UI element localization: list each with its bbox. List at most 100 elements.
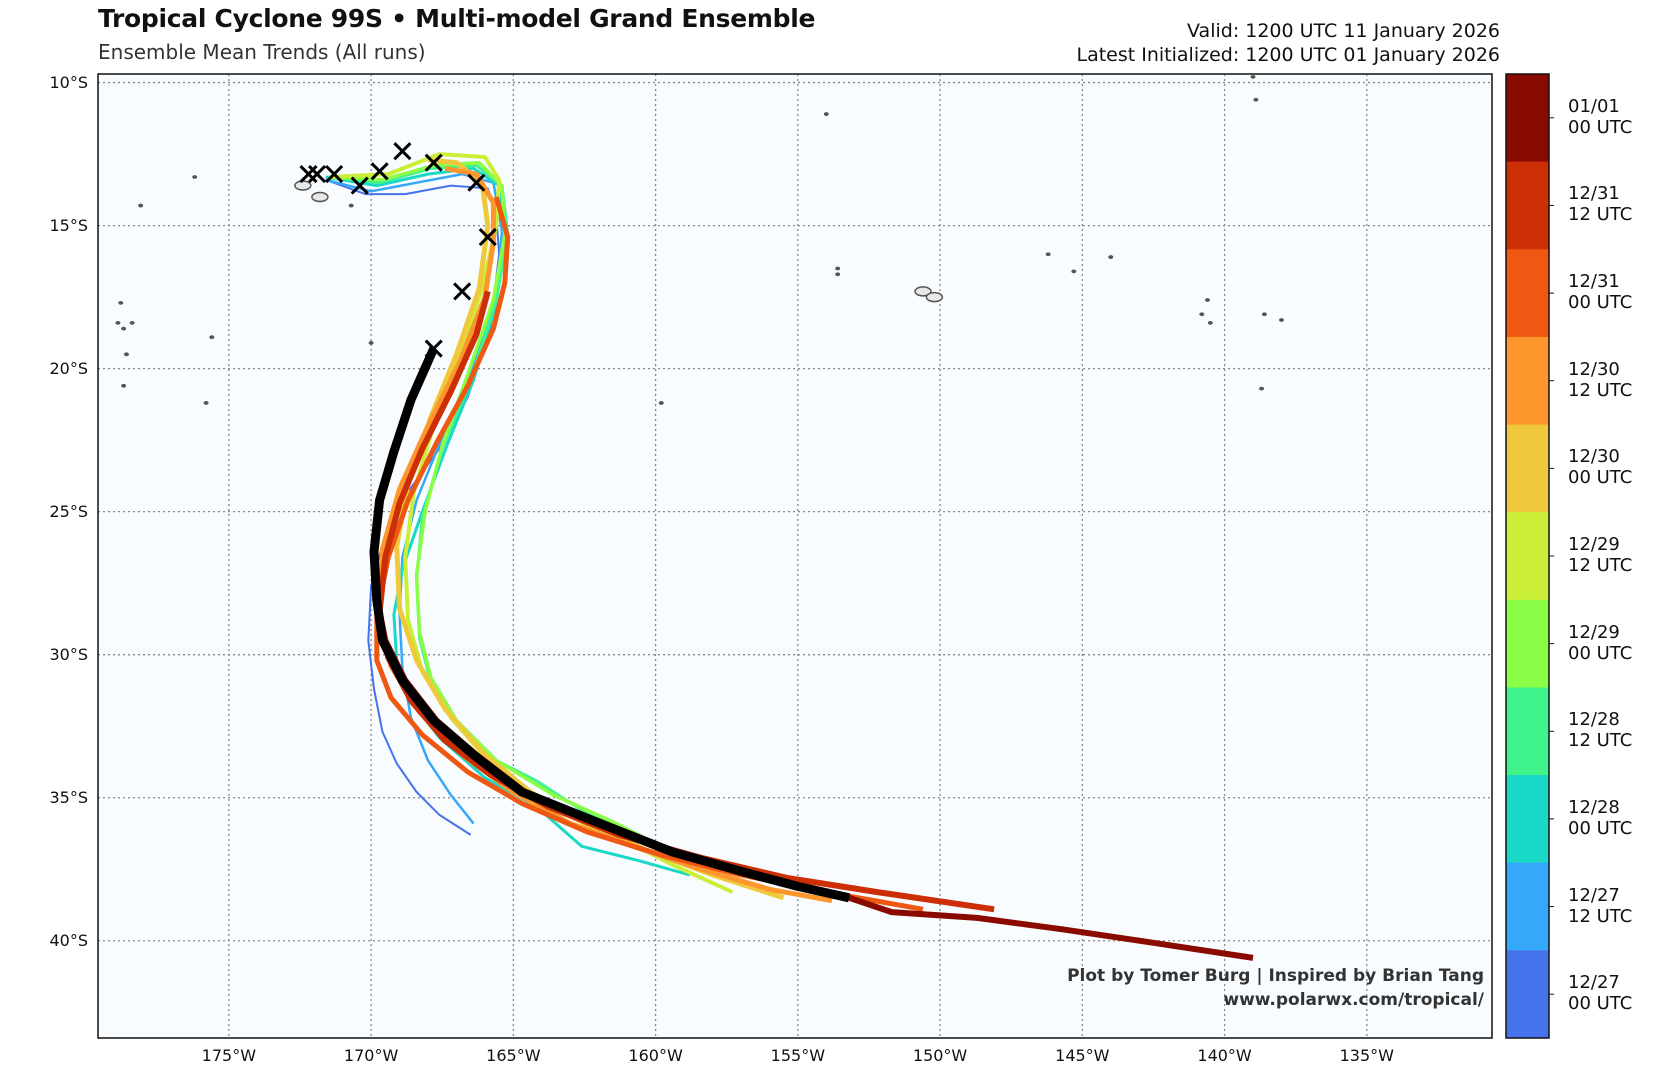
islet <box>115 320 121 325</box>
islands-layer <box>115 74 1284 405</box>
x-marker <box>453 282 472 301</box>
islet <box>835 272 841 277</box>
colorbar-label: 12/27 00 UTC <box>1568 972 1632 1014</box>
islet <box>121 383 127 388</box>
colorbar-label-date: 12/30 <box>1568 358 1620 380</box>
colorbar-label-date: 12/27 <box>1568 884 1620 906</box>
lon-tick-label: 135°W <box>1339 1046 1394 1065</box>
lat-tick-label: 35°S <box>49 787 88 807</box>
track-line <box>328 160 668 851</box>
islet <box>123 352 129 357</box>
colorbar-label-time: 12 UTC <box>1568 555 1633 576</box>
credit-url[interactable]: www.polarwx.com/tropical/ <box>1223 990 1484 1010</box>
islet <box>192 175 198 179</box>
colorbar-segment <box>1506 249 1549 338</box>
colorbar-label-date: 12/29 <box>1568 621 1620 643</box>
colorbar-label: 01/01 00 UTC <box>1568 96 1632 138</box>
colorbar-label: 12/30 12 UTC <box>1568 359 1632 401</box>
island <box>914 286 932 297</box>
island <box>311 191 329 203</box>
colorbar-label-time: 12 UTC <box>1568 730 1633 752</box>
islet <box>1199 312 1205 317</box>
markers-layer <box>299 142 497 358</box>
x-marker <box>350 176 369 195</box>
islet <box>835 266 841 271</box>
x-marker-stroke <box>478 227 497 247</box>
latest-initialized-time: Latest Initialized: 1200 UTC 01 January … <box>1076 44 1500 66</box>
lat-tick-label: 30°S <box>49 644 88 664</box>
colorbar-label: 12/28 12 UTC <box>1568 709 1632 751</box>
colorbar-label-time: 12 UTC <box>1568 379 1633 401</box>
islet <box>1259 386 1265 391</box>
lon-tick-label: 170°W <box>343 1046 399 1065</box>
colorbar-label: 12/31 00 UTC <box>1568 271 1632 313</box>
lon-tick-label: 150°W <box>912 1046 968 1065</box>
track-line <box>328 164 680 862</box>
colorbar-segment <box>1506 512 1549 601</box>
islet <box>138 203 144 208</box>
lon-tick-label: 160°W <box>628 1046 683 1065</box>
x-marker <box>393 142 412 161</box>
lon-tick-label: 145°W <box>1055 1046 1110 1065</box>
valid-time: Valid: 1200 UTC 11 January 2026 <box>1187 20 1500 42</box>
colorbar-label-time: 00 UTC <box>1568 467 1633 489</box>
x-marker-stroke <box>370 162 389 181</box>
lon-tick-label: 165°W <box>486 1046 541 1065</box>
islet <box>823 112 829 116</box>
colorbar-segment <box>1506 336 1549 426</box>
islet <box>348 203 354 208</box>
track-line <box>374 196 924 912</box>
islet <box>1207 320 1213 325</box>
colorbar-label: 12/29 12 UTC <box>1568 534 1632 576</box>
colorbar-segment <box>1506 775 1549 864</box>
colorbar-segment <box>1506 950 1549 1039</box>
x-marker <box>424 339 443 358</box>
islet <box>1108 255 1114 259</box>
x-marker-stroke <box>467 173 486 192</box>
chart-title: Tropical Cyclone 99S • Multi-model Grand… <box>98 4 816 33</box>
colorbar-segment <box>1506 74 1549 163</box>
colorbar-segment <box>1506 424 1549 513</box>
lat-tick-label: 40°S <box>49 930 88 950</box>
lon-tick-label: 155°W <box>770 1046 826 1065</box>
map-frame <box>97 73 1493 1039</box>
colorbar-label: 12/31 12 UTC <box>1568 183 1632 225</box>
x-marker <box>299 165 318 184</box>
colorbar-label-time: 12 UTC <box>1568 905 1633 927</box>
x-marker-stroke <box>393 142 412 161</box>
colorbar-segment <box>1506 862 1549 951</box>
track-line <box>369 346 851 903</box>
colorbar <box>1505 73 1554 1039</box>
islet <box>121 326 127 331</box>
x-marker <box>370 162 389 181</box>
x-marker <box>467 173 486 192</box>
colorbar-label-time: 00 UTC <box>1568 993 1633 1015</box>
colorbar-label-time: 00 UTC <box>1568 642 1633 664</box>
colorbar-label-date: 12/31 <box>1568 183 1620 205</box>
islet <box>209 335 215 340</box>
chart-subtitle: Ensemble Mean Trends (All runs) <box>98 40 426 64</box>
colorbar-segment <box>1506 687 1549 776</box>
x-marker <box>307 165 327 184</box>
islet <box>658 401 664 405</box>
colorbar-label-time: 12 UTC <box>1568 204 1633 226</box>
islet <box>1261 312 1267 317</box>
colorbar-label-date: 12/29 <box>1568 534 1620 555</box>
lat-tick-label: 25°S <box>49 501 88 521</box>
colorbar-label-date: 12/31 <box>1568 271 1620 293</box>
lat-tick-label: 20°S <box>49 358 88 378</box>
colorbar-label-date: 12/30 <box>1568 446 1620 468</box>
x-marker <box>478 227 497 247</box>
lat-tick-label: 10°S <box>49 72 88 92</box>
island <box>294 180 312 191</box>
x-marker <box>325 165 344 184</box>
islet <box>1250 74 1256 79</box>
islet <box>1071 269 1077 274</box>
islet <box>118 300 124 305</box>
colorbar-label-date: 12/27 <box>1568 972 1620 994</box>
islet <box>1253 97 1259 102</box>
x-marker-stroke <box>307 165 327 184</box>
colorbar-label: 12/28 00 UTC <box>1568 797 1632 839</box>
colorbar-label-date: 12/28 <box>1568 709 1620 731</box>
